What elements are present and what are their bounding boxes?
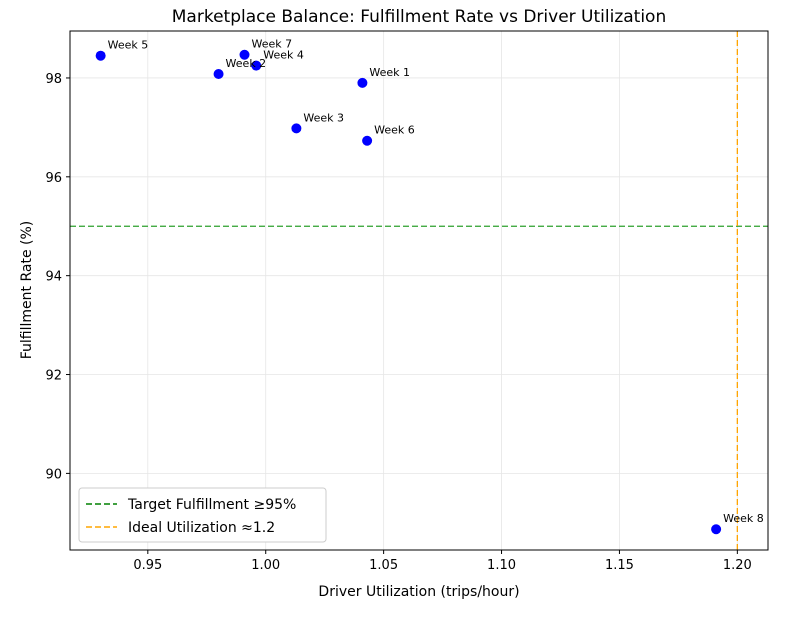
data-point: [711, 524, 722, 535]
data-points: [95, 49, 722, 535]
grid-lines: [70, 31, 768, 550]
y-tick-label: 94: [45, 270, 62, 285]
x-tick-label: 1.20: [723, 558, 752, 573]
point-label: Week 7: [252, 38, 293, 51]
y-axis-label: Fulfillment Rate (%): [19, 221, 35, 360]
x-tick-label: 1.10: [487, 558, 516, 573]
data-point: [239, 49, 250, 60]
point-label: Week 2: [226, 57, 267, 70]
chart-title: Marketplace Balance: Fulfillment Rate vs…: [172, 7, 666, 27]
x-tick-label: 1.05: [369, 558, 398, 573]
point-label: Week 3: [303, 111, 344, 124]
point-label: Week 6: [374, 124, 415, 137]
data-point: [357, 77, 368, 88]
data-point: [251, 60, 262, 71]
legend-label-target: Target Fulfillment ≥95%: [127, 497, 296, 513]
y-tick-label: 96: [45, 171, 62, 186]
legend: Target Fulfillment ≥95% Ideal Utilizatio…: [78, 487, 327, 543]
x-tick-label: 1.00: [251, 558, 280, 573]
x-axis-label: Driver Utilization (trips/hour): [318, 584, 519, 600]
point-label: Week 1: [369, 66, 410, 79]
plot-frame: [69, 30, 769, 551]
y-tick-label: 98: [45, 72, 62, 87]
legend-box: [78, 487, 327, 543]
data-point: [291, 123, 302, 134]
legend-label-ideal: Ideal Utilization ≈1.2: [128, 520, 275, 536]
data-point: [213, 69, 224, 80]
data-point: [362, 135, 373, 146]
y-tick-label: 90: [45, 467, 62, 482]
point-label: Week 4: [263, 49, 304, 62]
y-tick-label: 92: [45, 369, 62, 384]
point-label: Week 5: [108, 39, 149, 52]
point-labels: Week 1 Week 2 Week 3 Week 4 Week 5 Week 6 Week…: [108, 38, 764, 526]
x-axis-ticks: 0.95 1.00 1.05 1.10 1.15 1.20: [133, 550, 752, 573]
point-label: Week 8: [723, 512, 764, 525]
x-tick-label: 0.95: [133, 558, 162, 573]
reference-lines: [70, 31, 768, 550]
y-axis-ticks: 90 92 94 96 98: [45, 72, 70, 482]
data-point: [95, 50, 106, 61]
x-tick-label: 1.15: [605, 558, 634, 573]
